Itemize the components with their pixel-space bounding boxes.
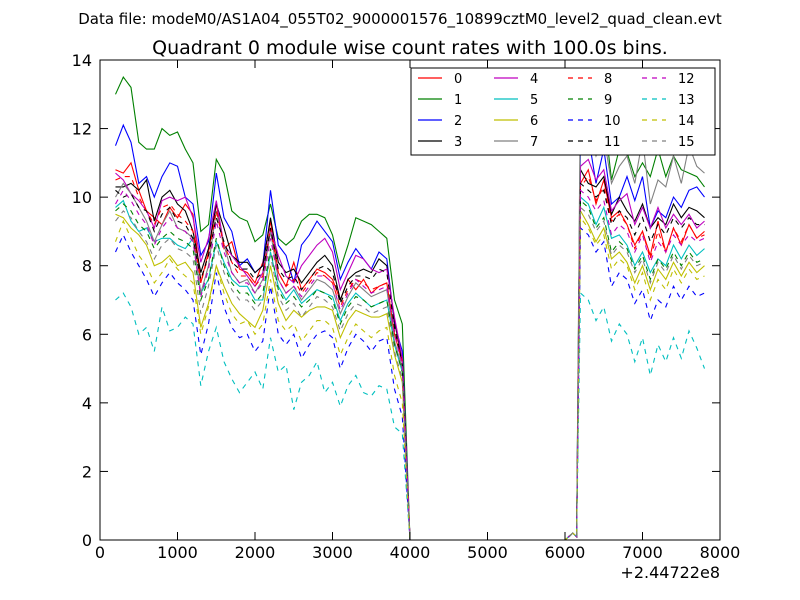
suptitle: Data file: modeM0/AS1A04_055T02_90000015…	[78, 10, 722, 29]
y-tick-label: 6	[82, 325, 92, 344]
legend-label-1: 1	[454, 93, 462, 108]
series-line-14	[114, 216, 705, 540]
y-tick-label: 4	[82, 394, 92, 413]
series-line-8	[115, 175, 705, 540]
series-line-13	[115, 291, 706, 540]
x-offset-label: +2.44722e8	[620, 563, 720, 582]
y-tick-label: 10	[72, 188, 92, 207]
x-tick-label: 0	[95, 543, 105, 562]
series-line-9	[115, 199, 705, 540]
y-tick-label: 8	[82, 257, 92, 276]
legend-label-9: 9	[604, 93, 612, 108]
series-line-6	[115, 208, 705, 540]
x-tick-label: 6000	[545, 543, 586, 562]
series-line-4	[115, 158, 705, 540]
y-tick-label: 12	[72, 120, 92, 139]
x-tick-label: 1000	[157, 543, 198, 562]
x-axis: 0 1000 2000 3000 4000 5000 6000 7000 8000	[95, 60, 740, 562]
legend-label-2: 2	[454, 114, 462, 129]
legend-label-7: 7	[530, 135, 538, 150]
y-tick-label: 2	[82, 462, 92, 481]
y-tick-label: 14	[72, 51, 92, 70]
x-tick-label: 8000	[700, 543, 741, 562]
legend-label-11: 11	[604, 135, 621, 150]
legend-label-10: 10	[604, 114, 621, 129]
legend-label-8: 8	[604, 72, 612, 87]
legend-label-4: 4	[530, 72, 538, 87]
legend-label-15: 15	[678, 135, 695, 150]
series-line-11	[115, 182, 705, 540]
x-tick-label: 5000	[467, 543, 508, 562]
x-tick-label: 7000	[622, 543, 663, 562]
legend-label-5: 5	[530, 93, 538, 108]
series-layer	[114, 76, 706, 540]
legend-label-6: 6	[530, 114, 538, 129]
legend-label-13: 13	[678, 93, 695, 108]
legend-label-3: 3	[454, 135, 462, 150]
x-tick-label: 2000	[235, 543, 276, 562]
legend-label-14: 14	[678, 114, 695, 129]
legend-label-12: 12	[678, 72, 695, 87]
chart-title: Quadrant 0 module wise count rates with …	[152, 37, 668, 59]
series-line-10	[114, 226, 705, 540]
x-tick-label: 4000	[390, 543, 431, 562]
series-line-2	[114, 119, 705, 540]
y-tick-label: 0	[82, 531, 92, 550]
x-tick-label: 3000	[312, 543, 353, 562]
legend-label-0: 0	[454, 72, 462, 87]
